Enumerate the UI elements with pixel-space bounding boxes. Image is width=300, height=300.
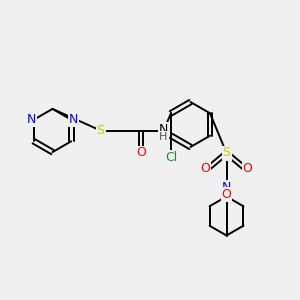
Text: Cl: Cl bbox=[165, 151, 177, 164]
Text: N: N bbox=[222, 181, 231, 194]
Text: H: H bbox=[159, 132, 168, 142]
Text: O: O bbox=[201, 161, 210, 175]
Text: N: N bbox=[69, 113, 78, 126]
Text: O: O bbox=[243, 161, 252, 175]
Text: S: S bbox=[223, 146, 230, 160]
Text: N: N bbox=[159, 122, 168, 136]
Text: O: O bbox=[136, 146, 146, 160]
Text: O: O bbox=[222, 188, 231, 201]
Text: N: N bbox=[27, 113, 36, 126]
Text: S: S bbox=[97, 124, 104, 137]
